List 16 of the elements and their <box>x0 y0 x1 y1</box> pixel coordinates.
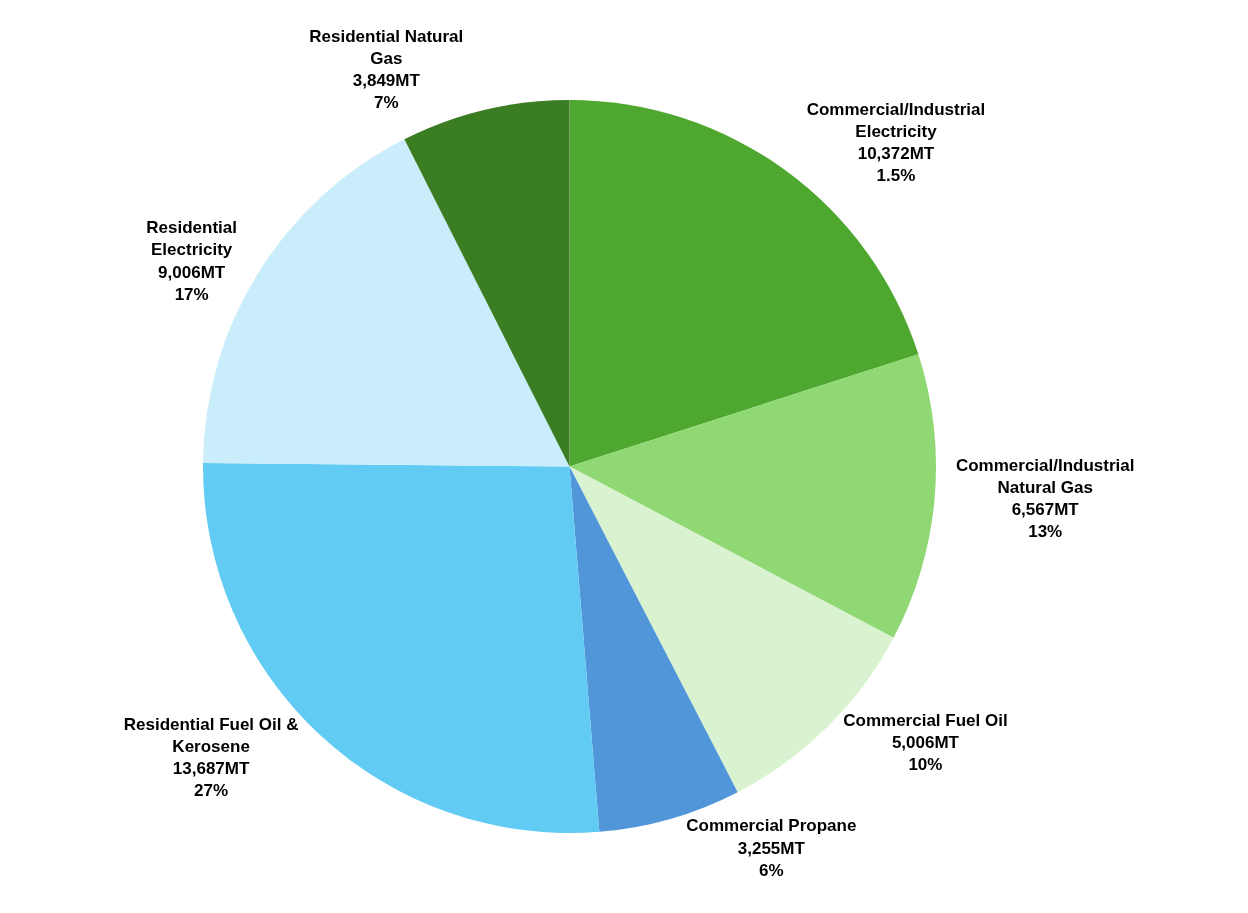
slice-label: Commercial Fuel Oil <box>843 711 1008 731</box>
data-label: 13,687MT 27% <box>172 759 250 801</box>
pie-slice <box>569 354 936 638</box>
data-label: 3,255MT 6% <box>737 838 806 880</box>
data-label: 3,849MT 7% <box>352 71 421 113</box>
slice-label: Commercial Propane <box>686 816 857 836</box>
data-label: 5,006MT 10% <box>891 733 960 775</box>
pie-slice <box>404 100 570 467</box>
slice-label: Residential Fuel Oil & Kerosene <box>123 714 299 757</box>
slice-label: Residential Natural Gas <box>309 26 464 69</box>
data-label: 10,372MT 1.5% <box>857 144 935 186</box>
data-label: 9,006MT 17% <box>158 262 226 304</box>
slice-label: Commercial/Industrial Electricity <box>806 99 986 141</box>
slice-label: Commercial/Industrial Natural Gas <box>955 456 1135 498</box>
slice-label: Residential Electricity <box>146 218 237 260</box>
data-label: 6,567MT 13% <box>1011 500 1080 542</box>
